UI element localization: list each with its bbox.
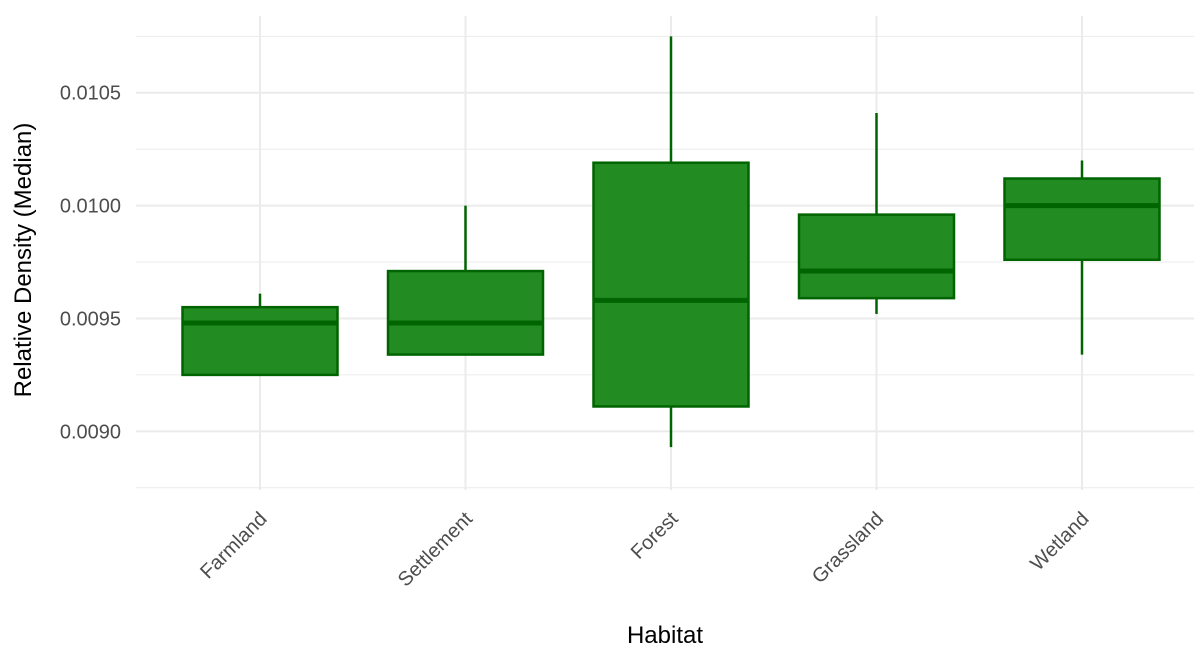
y-axis-title: Relative Density (Median) — [10, 123, 37, 398]
y-tick-label: 0.0090 — [60, 421, 121, 443]
x-axis-title: Habitat — [627, 622, 703, 647]
box-grassland — [797, 113, 956, 314]
box-farmland — [181, 293, 339, 377]
box-iqr — [797, 213, 956, 300]
x-tick-label-wetland: Wetland — [1026, 508, 1093, 575]
box-iqr — [181, 305, 339, 377]
x-tick-labels: Farmland Settlement Forest Grassland Wetland — [196, 508, 1093, 591]
x-tick-label-settlement: Settlement — [394, 508, 477, 591]
y-tick-label: 0.0105 — [60, 83, 121, 105]
box-iqr — [1003, 177, 1161, 262]
y-tick-label: 0.0095 — [60, 308, 121, 330]
y-tick-label: 0.0100 — [60, 196, 121, 218]
x-tick-label-farmland: Farmland — [196, 508, 271, 583]
box-settlement — [386, 205, 545, 356]
x-tick-label-forest: Forest — [627, 508, 683, 564]
box-forest — [592, 36, 750, 448]
x-tick-label-grassland: Grassland — [808, 508, 888, 588]
box-iqr — [386, 269, 545, 356]
box-wetland — [1003, 160, 1161, 355]
boxes — [181, 36, 1161, 448]
y-tick-labels: 0.0090 0.0095 0.0100 0.0105 — [60, 83, 121, 444]
box-iqr — [592, 161, 750, 408]
